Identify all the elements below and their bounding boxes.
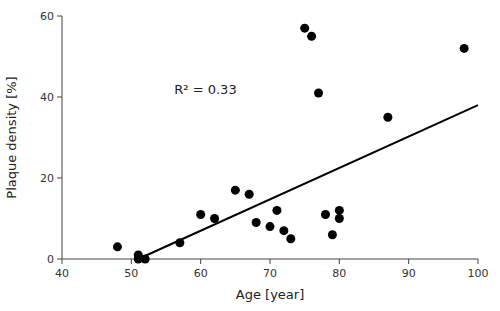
scatter-point <box>210 214 219 223</box>
annotation: R² = 0.33 <box>174 82 236 97</box>
x-tick-label: 70 <box>263 267 277 280</box>
scatter-point <box>460 44 469 53</box>
scatter-point <box>113 242 122 251</box>
x-tick <box>270 259 271 264</box>
x-tick-label: 60 <box>194 267 208 280</box>
regression-line <box>138 105 478 259</box>
scatter-point <box>307 32 316 41</box>
x-tick <box>478 259 479 264</box>
scatter-point <box>335 206 344 215</box>
scatter-point <box>266 222 275 231</box>
scatter-point <box>279 226 288 235</box>
x-tick-label: 80 <box>332 267 346 280</box>
y-tick <box>57 259 62 260</box>
scatter-point <box>286 234 295 243</box>
scatter-point <box>231 186 240 195</box>
x-tick <box>339 259 340 264</box>
y-tick-label: 60 <box>40 10 54 23</box>
y-tick <box>57 97 62 98</box>
scatter-point <box>300 24 309 33</box>
scatter-point <box>335 214 344 223</box>
scatter-point <box>252 218 261 227</box>
y-axis-line <box>62 16 63 259</box>
x-tick-label: 90 <box>402 267 416 280</box>
scatter-point <box>272 206 281 215</box>
scatter-point <box>314 88 323 97</box>
scatter-point <box>196 210 205 219</box>
y-tick <box>57 178 62 179</box>
y-tick-label: 20 <box>40 172 54 185</box>
chart: 40 50 60 70 80 90 100 0 20 40 60 Age [year] Plaque d… <box>0 0 500 311</box>
x-tick <box>408 259 409 264</box>
x-tick <box>62 259 63 264</box>
scatter-point <box>245 190 254 199</box>
x-tick-label: 100 <box>468 267 489 280</box>
x-tick-label: 50 <box>124 267 138 280</box>
plot-area <box>113 24 478 264</box>
x-tick <box>131 259 132 264</box>
y-axis-label: Plaque density [%] <box>4 76 19 198</box>
scatter-point <box>321 210 330 219</box>
scatter-point <box>383 113 392 122</box>
x-axis-label: Age [year] <box>236 287 304 302</box>
scatter-point <box>328 230 337 239</box>
y-tick-label: 40 <box>40 91 54 104</box>
x-tick-label: 40 <box>55 267 69 280</box>
y-tick <box>57 16 62 17</box>
x-tick <box>200 259 201 264</box>
y-tick-label: 0 <box>47 253 54 266</box>
scatter-point <box>141 255 150 264</box>
scatter-point <box>175 238 184 247</box>
